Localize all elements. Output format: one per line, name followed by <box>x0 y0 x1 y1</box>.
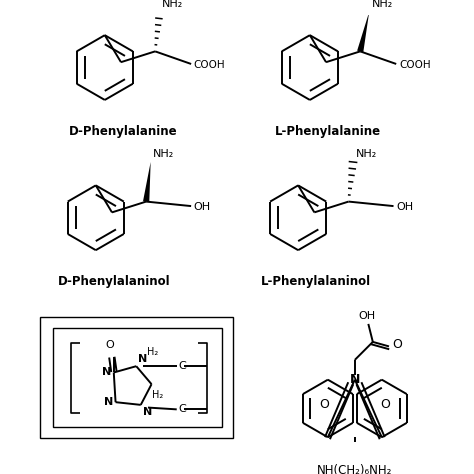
Text: COOH: COOH <box>194 60 226 70</box>
Text: OH: OH <box>396 202 413 212</box>
Text: COOH: COOH <box>399 60 430 70</box>
Text: N: N <box>102 367 111 377</box>
Text: N: N <box>350 373 360 386</box>
Text: L-Phenylalaninol: L-Phenylalaninol <box>261 275 371 288</box>
Polygon shape <box>143 162 151 202</box>
Text: O: O <box>392 338 402 351</box>
Text: D-Phenylalaninol: D-Phenylalaninol <box>57 275 170 288</box>
Polygon shape <box>357 12 369 52</box>
Text: C: C <box>179 361 186 371</box>
Text: NH(CH₂)₆NH₂: NH(CH₂)₆NH₂ <box>317 464 392 474</box>
Text: NH₂: NH₂ <box>372 0 393 9</box>
Text: H₂: H₂ <box>152 391 163 401</box>
Text: L-Phenylalanine: L-Phenylalanine <box>275 125 381 138</box>
Text: OH: OH <box>358 311 375 321</box>
Bar <box>53 328 222 428</box>
Text: O: O <box>381 398 391 411</box>
Text: H₂: H₂ <box>147 347 158 357</box>
Text: OH: OH <box>194 202 211 212</box>
Text: O: O <box>319 398 329 411</box>
Text: NH₂: NH₂ <box>356 149 377 159</box>
Text: N: N <box>138 355 147 365</box>
Text: NH₂: NH₂ <box>162 0 183 9</box>
Text: C: C <box>179 404 186 414</box>
Text: O: O <box>105 340 114 350</box>
Text: NH₂: NH₂ <box>154 149 174 159</box>
Text: N: N <box>104 397 113 407</box>
Text: N: N <box>143 407 152 417</box>
Bar <box>40 317 233 438</box>
Text: D-Phenylalanine: D-Phenylalanine <box>68 125 177 138</box>
